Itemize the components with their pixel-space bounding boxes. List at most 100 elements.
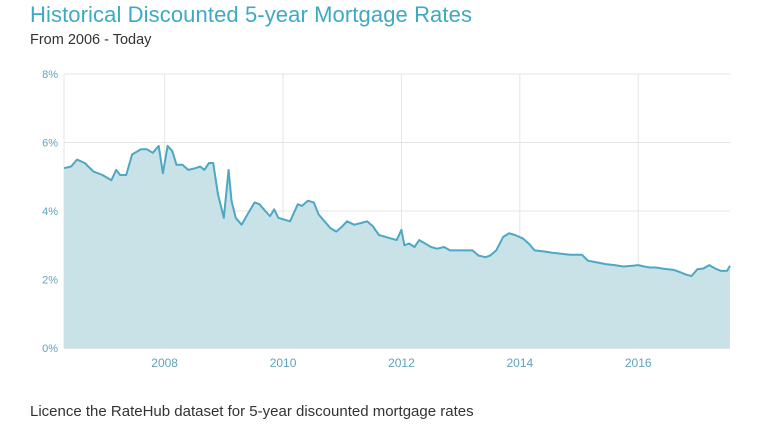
data-point bbox=[124, 173, 128, 177]
data-point bbox=[484, 255, 488, 259]
data-point bbox=[253, 200, 257, 204]
data-point bbox=[465, 248, 469, 252]
data-point bbox=[642, 265, 646, 269]
data-point bbox=[139, 147, 143, 151]
data-point bbox=[559, 252, 563, 256]
data-point bbox=[145, 147, 149, 151]
data-point bbox=[666, 267, 670, 271]
data-point bbox=[488, 254, 492, 258]
data-point bbox=[413, 245, 417, 249]
data-point bbox=[648, 266, 652, 270]
data-point bbox=[423, 242, 427, 246]
data-point bbox=[222, 216, 226, 220]
data-point bbox=[630, 264, 634, 268]
data-point bbox=[211, 161, 215, 165]
data-point bbox=[399, 228, 403, 232]
data-point bbox=[521, 236, 525, 240]
data-point bbox=[613, 263, 617, 267]
data-point bbox=[621, 265, 625, 269]
data-point bbox=[202, 168, 206, 172]
data-point bbox=[513, 233, 517, 237]
data-point bbox=[728, 264, 732, 268]
data-point bbox=[471, 248, 475, 252]
data-point bbox=[402, 243, 406, 247]
data-point bbox=[193, 166, 197, 170]
data-point bbox=[227, 168, 231, 172]
data-point bbox=[83, 161, 87, 165]
data-point bbox=[234, 216, 238, 220]
data-point bbox=[494, 248, 498, 252]
y-tick-label: 2% bbox=[42, 275, 58, 287]
data-point bbox=[276, 216, 280, 220]
data-point bbox=[334, 230, 338, 234]
chart-subtitle: From 2006 - Today bbox=[30, 32, 152, 48]
data-point bbox=[263, 209, 267, 213]
chart-title: Historical Discounted 5-year Mortgage Ra… bbox=[30, 2, 473, 27]
x-tick-label: 2014 bbox=[506, 356, 533, 370]
data-point bbox=[377, 233, 381, 237]
data-point bbox=[186, 168, 190, 172]
data-point bbox=[216, 192, 220, 196]
rate-line bbox=[63, 144, 731, 278]
data-point bbox=[507, 231, 511, 235]
data-point bbox=[725, 269, 729, 273]
data-point bbox=[157, 144, 161, 148]
data-point bbox=[328, 226, 332, 230]
y-tick-label: 0% bbox=[42, 343, 58, 355]
data-point bbox=[180, 163, 184, 167]
data-point bbox=[580, 253, 584, 257]
data-point bbox=[240, 223, 244, 227]
data-point bbox=[352, 223, 356, 227]
data-point bbox=[340, 224, 344, 228]
data-point bbox=[175, 163, 179, 167]
data-point bbox=[300, 204, 304, 208]
x-tick-label: 2010 bbox=[270, 356, 297, 370]
data-point bbox=[109, 178, 113, 182]
data-point bbox=[114, 168, 118, 172]
data-point bbox=[707, 263, 711, 267]
data-point bbox=[296, 202, 300, 206]
data-point bbox=[230, 199, 234, 203]
data-point bbox=[442, 245, 446, 249]
data-point bbox=[527, 242, 531, 246]
data-point bbox=[323, 219, 327, 223]
data-point bbox=[586, 259, 590, 263]
data-point bbox=[371, 224, 375, 228]
data-point bbox=[306, 199, 310, 203]
y-tick-label: 8% bbox=[42, 69, 58, 81]
x-tick-label: 2008 bbox=[151, 356, 178, 370]
data-point bbox=[69, 165, 73, 169]
data-point bbox=[719, 269, 723, 273]
data-point bbox=[389, 236, 393, 240]
data-point bbox=[595, 260, 599, 264]
data-point bbox=[453, 248, 457, 252]
data-point bbox=[268, 214, 272, 218]
data-point bbox=[660, 267, 664, 271]
data-point bbox=[542, 249, 546, 253]
data-point bbox=[429, 245, 433, 249]
data-point bbox=[654, 266, 658, 270]
mortgage-rate-chart: 0% 2% 4% 6% 8% 2008 2010 2012 2014 2016 bbox=[42, 69, 732, 370]
data-point bbox=[272, 207, 276, 211]
data-point bbox=[151, 151, 155, 155]
data-point bbox=[312, 200, 316, 204]
data-point bbox=[246, 212, 250, 216]
data-point bbox=[533, 248, 537, 252]
data-point bbox=[345, 219, 349, 223]
y-tick-label: 4% bbox=[42, 206, 58, 218]
rate-area-fill bbox=[64, 145, 730, 348]
data-point bbox=[435, 247, 439, 251]
data-point bbox=[133, 151, 137, 155]
data-point bbox=[713, 267, 717, 271]
data-point bbox=[695, 267, 699, 271]
data-point bbox=[282, 218, 286, 222]
data-point bbox=[207, 161, 211, 165]
data-point bbox=[407, 242, 411, 246]
data-point bbox=[101, 173, 105, 177]
licence-dataset-link[interactable]: Licence the RateHub dataset for 5-year d… bbox=[30, 403, 474, 420]
axes: 0% 2% 4% 6% 8% 2008 2010 2012 2014 2016 bbox=[42, 69, 652, 370]
data-point bbox=[448, 248, 452, 252]
x-tick-label: 2016 bbox=[625, 356, 652, 370]
data-point bbox=[604, 262, 608, 266]
data-point bbox=[317, 212, 321, 216]
